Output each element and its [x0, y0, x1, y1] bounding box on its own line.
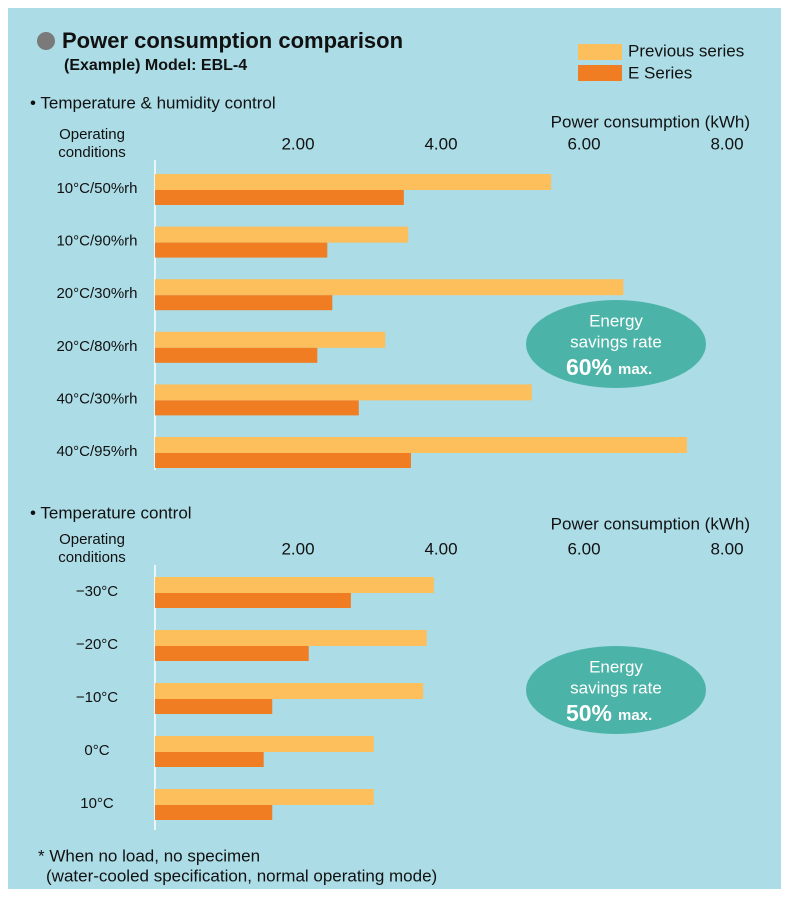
x-tick-label: 2.00 [281, 539, 314, 558]
subtitle: (Example) Model: EBL-4 [64, 57, 247, 74]
badge-text: savings rate [570, 332, 662, 351]
x-axis-title: Power consumption (kWh) [551, 112, 750, 131]
bar [155, 699, 273, 714]
x-tick-label: 2.00 [281, 134, 314, 153]
title-bullet [37, 32, 55, 50]
bar [155, 593, 351, 608]
category-label: 10°C/90%rh [56, 233, 137, 250]
bar [155, 347, 318, 363]
badge-text: savings rate [570, 678, 662, 697]
bar [155, 174, 552, 190]
x-tick-label: 8.00 [710, 539, 743, 558]
x-tick-label: 4.00 [424, 539, 457, 558]
x-tick-label: 4.00 [424, 134, 457, 153]
bar [155, 190, 404, 205]
badge-highlight: 60% [566, 354, 612, 380]
badge-suffix: max. [618, 361, 652, 378]
footnote: * When no load, no specimen [38, 846, 260, 865]
bar [155, 577, 434, 593]
bar [155, 736, 374, 752]
bar [155, 384, 532, 401]
category-label: 40°C/95%rh [56, 443, 137, 460]
bar [155, 331, 386, 348]
bar [155, 242, 328, 258]
x-axis-title: Power consumption (kWh) [551, 514, 750, 533]
bar [155, 400, 359, 416]
category-label: −10°C [76, 689, 118, 706]
x-tick-label: 6.00 [567, 134, 600, 153]
badge-text: Energy [589, 311, 643, 330]
legend-label: Previous series [628, 41, 744, 60]
bar [155, 437, 687, 453]
badge-highlight: 50% [566, 700, 612, 726]
x-tick-label: 8.00 [710, 134, 743, 153]
y-axis-title: Operating conditions [58, 126, 126, 161]
y-axis-title: Operating conditions [58, 531, 126, 566]
x-tick-label: 6.00 [567, 539, 600, 558]
bar [155, 752, 264, 767]
category-label: −30°C [76, 583, 118, 600]
badge-text: Energy [589, 657, 643, 676]
bar [155, 279, 624, 296]
bar [155, 805, 273, 820]
bar [155, 789, 374, 805]
section-title: • Temperature control [30, 503, 192, 522]
badge-suffix: max. [618, 707, 652, 724]
bar [155, 453, 411, 468]
legend-label: E Series [628, 63, 692, 82]
category-label: 40°C/30%rh [56, 390, 137, 407]
legend-swatch [578, 44, 622, 60]
footnote: (water-cooled specification, normal oper… [46, 866, 437, 885]
category-label: 20°C/30%rh [56, 285, 137, 302]
category-label: 10°C [80, 795, 114, 812]
bar [155, 646, 309, 661]
bar [155, 630, 427, 646]
category-label: 0°C [84, 742, 109, 759]
bar [155, 295, 333, 311]
bar [155, 683, 424, 699]
legend-swatch [578, 65, 622, 81]
title: Power consumption comparison [62, 28, 403, 53]
badge [526, 300, 706, 388]
section-title: • Temperature & humidity control [30, 93, 276, 112]
bar [155, 226, 409, 243]
category-label: 10°C/50%rh [56, 180, 137, 197]
badge [526, 646, 706, 734]
category-label: −20°C [76, 636, 118, 653]
category-label: 20°C/80%rh [56, 338, 137, 355]
